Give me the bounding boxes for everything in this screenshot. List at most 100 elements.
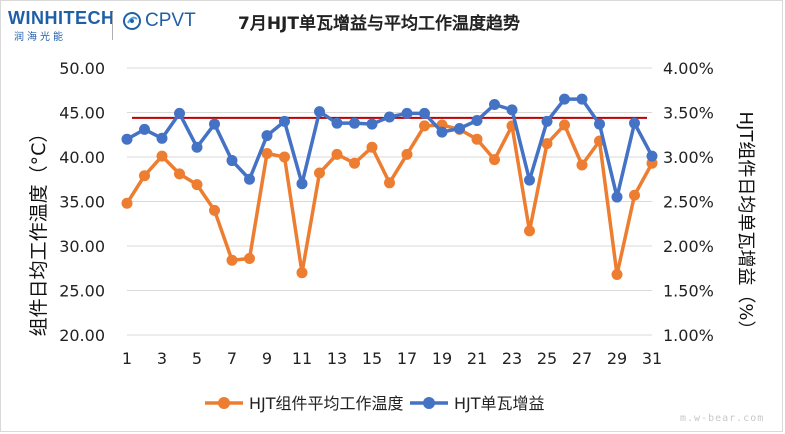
- data-point: [401, 148, 413, 160]
- x-tick-label: 9: [262, 349, 272, 368]
- legend: HJT组件平均工作温度 HJT单瓦增益: [205, 394, 545, 413]
- cpvt-emblem-icon: [123, 12, 141, 30]
- cpvt-logo: CPVT: [122, 10, 196, 32]
- x-tick-label: 31: [642, 349, 662, 368]
- x-tick-label: 21: [467, 349, 487, 368]
- x-axis-ticks: 1 3 5 7 9 11 13 15 17 19 21 23 25 27 29 31: [122, 349, 662, 368]
- x-tick-label: 11: [292, 349, 312, 368]
- chart-title: 7月HJT单瓦增益与平均工作温度趋势: [238, 14, 520, 34]
- data-point: [611, 268, 623, 280]
- left-tick-label: 20.00: [59, 326, 105, 345]
- data-point: [156, 132, 168, 144]
- x-tick-label: 19: [432, 349, 452, 368]
- x-tick-label: 5: [192, 349, 202, 368]
- series-2: [121, 93, 658, 203]
- legend-label-1: HJT组件平均工作温度: [249, 394, 404, 413]
- data-point: [279, 151, 290, 163]
- left-axis-label: 组件日均工作温度（°C）: [28, 124, 50, 337]
- watermark: m.w-bear.com: [680, 413, 765, 424]
- data-point: [191, 141, 203, 153]
- data-point: [384, 177, 395, 189]
- data-point: [629, 117, 640, 129]
- x-tick-label: 27: [572, 349, 592, 368]
- legend-marker-2: [423, 397, 435, 409]
- data-point: [524, 225, 535, 237]
- x-tick-label: 13: [327, 349, 347, 368]
- legend-marker-1: [218, 397, 230, 409]
- winhitech-logo: WINHITECH 润海光能: [8, 8, 115, 43]
- left-tick-label: 25.00: [59, 282, 105, 301]
- data-point: [191, 179, 203, 191]
- data-point: [296, 178, 308, 190]
- right-axis-label: HJT组件日均单瓦增益（%）: [735, 112, 756, 339]
- data-point: [366, 141, 378, 153]
- x-tick-label: 29: [607, 349, 627, 368]
- series-1: [121, 119, 658, 280]
- x-tick-label: 17: [397, 349, 417, 368]
- data-point: [349, 117, 360, 129]
- data-point: [629, 189, 640, 201]
- data-point: [559, 119, 570, 131]
- data-point: [646, 150, 658, 162]
- data-point: [139, 170, 150, 182]
- winhitech-logo-text: WINHITECH: [8, 8, 115, 28]
- data-point: [261, 130, 273, 142]
- data-point: [576, 159, 588, 171]
- data-point: [244, 173, 255, 185]
- data-point: [331, 117, 343, 129]
- left-tick-label: 40.00: [59, 148, 105, 167]
- data-point: [576, 93, 588, 105]
- data-point: [121, 197, 133, 209]
- left-tick-label: 50.00: [59, 59, 105, 78]
- legend-label-2: HJT单瓦增益: [454, 394, 545, 413]
- data-point: [366, 118, 378, 130]
- data-point: [174, 107, 185, 119]
- data-point: [436, 126, 448, 138]
- x-tick-label: 7: [227, 349, 237, 368]
- data-point: [401, 107, 413, 119]
- data-point: [209, 204, 220, 216]
- right-tick-label: 1.50%: [663, 282, 714, 301]
- data-point: [419, 107, 430, 119]
- data-point: [541, 138, 553, 150]
- x-tick-label: 23: [502, 349, 522, 368]
- data-point: [524, 174, 535, 186]
- x-tick-label: 15: [362, 349, 382, 368]
- data-point: [349, 157, 360, 169]
- data-point: [139, 123, 150, 135]
- data-point: [121, 133, 133, 145]
- data-point: [156, 150, 168, 162]
- right-tick-label: 3.50%: [663, 104, 714, 123]
- data-point: [419, 120, 430, 132]
- series-line: [125, 123, 654, 277]
- data-point: [489, 98, 500, 110]
- data-point: [226, 254, 238, 266]
- cpvt-logo-text: CPVT: [145, 10, 196, 31]
- data-point: [331, 148, 343, 160]
- data-point: [594, 118, 605, 130]
- data-point: [244, 252, 255, 264]
- x-tick-label: 3: [157, 349, 167, 368]
- data-point: [384, 111, 395, 123]
- logo-separator: [112, 12, 113, 40]
- data-point: [611, 191, 623, 203]
- data-point: [209, 118, 220, 130]
- data-point: [506, 104, 518, 116]
- data-point: [471, 133, 483, 145]
- left-tick-label: 30.00: [59, 237, 105, 256]
- left-tick-label: 35.00: [59, 193, 105, 212]
- right-tick-label: 2.50%: [663, 193, 714, 212]
- data-point: [279, 115, 290, 127]
- data-point: [541, 115, 553, 127]
- data-point: [559, 93, 570, 105]
- left-tick-label: 45.00: [59, 104, 105, 123]
- series-group: [121, 93, 658, 280]
- winhitech-logo-subtext: 润海光能: [14, 32, 66, 43]
- x-tick-label: 25: [537, 349, 557, 368]
- left-axis-ticks: 20.00 25.00 30.00 35.00 40.00 45.00 50.00: [59, 59, 105, 345]
- right-tick-label: 4.00%: [663, 59, 714, 78]
- data-point: [314, 106, 325, 118]
- right-axis-ticks: 1.00% 1.50% 2.00% 2.50% 3.00% 3.50% 4.00%: [663, 59, 714, 345]
- data-point: [471, 115, 483, 127]
